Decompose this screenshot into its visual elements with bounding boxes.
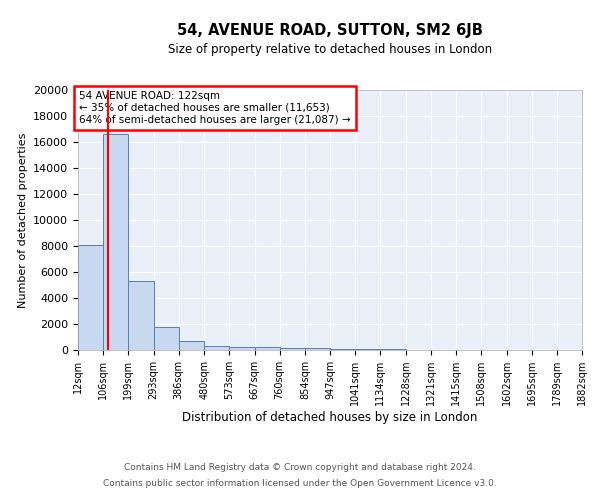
Text: 54 AVENUE ROAD: 122sqm
← 35% of detached houses are smaller (11,653)
64% of semi: 54 AVENUE ROAD: 122sqm ← 35% of detached…: [79, 92, 350, 124]
Bar: [78, 246, 103, 350]
Text: Contains public sector information licensed under the Open Government Licence v3: Contains public sector information licen…: [103, 478, 497, 488]
X-axis label: Distribution of detached houses by size in London: Distribution of detached houses by size …: [182, 411, 478, 424]
Bar: [204, 346, 229, 350]
Bar: [179, 341, 204, 350]
Y-axis label: Number of detached properties: Number of detached properties: [17, 132, 28, 308]
Bar: [128, 281, 154, 350]
Text: Contains HM Land Registry data © Crown copyright and database right 2024.: Contains HM Land Registry data © Crown c…: [124, 464, 476, 472]
Bar: [254, 348, 280, 350]
Bar: [280, 348, 305, 350]
Bar: [103, 134, 128, 350]
Text: 54, AVENUE ROAD, SUTTON, SM2 6JB: 54, AVENUE ROAD, SUTTON, SM2 6JB: [177, 22, 483, 38]
Bar: [154, 328, 179, 350]
Bar: [355, 349, 380, 350]
Bar: [229, 346, 254, 350]
Bar: [305, 348, 330, 350]
Text: Size of property relative to detached houses in London: Size of property relative to detached ho…: [168, 42, 492, 56]
Bar: [330, 349, 355, 350]
